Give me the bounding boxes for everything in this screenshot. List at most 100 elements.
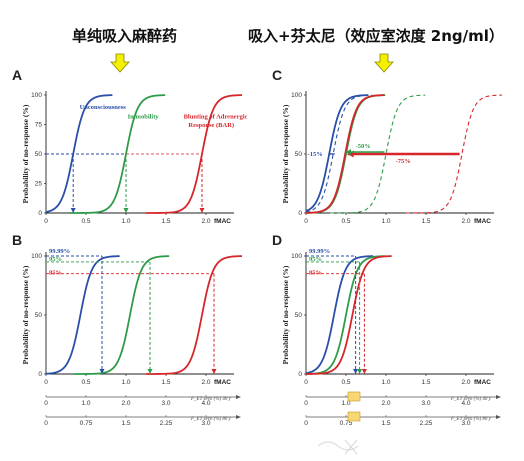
scale-arrowhead — [496, 395, 501, 399]
y-tick-label: 0 — [38, 371, 42, 378]
x-tick-label: 0.5 — [81, 379, 90, 386]
panel-letter-a: A — [12, 67, 22, 83]
x-tick-label: 2.0 — [461, 379, 470, 386]
bottom-scales-left: 0 1.0 2.0 3.0 4.0F_ET sevo (%) 40 y 0 0.75 1.5 2… — [44, 395, 241, 427]
scale-arrowhead — [496, 415, 501, 419]
x-tick-label: 1.5 — [421, 218, 430, 225]
drop-arrow-blue — [70, 208, 76, 213]
level-arrow-blue — [99, 369, 105, 374]
y-axis-title: Probability of no-response (%) — [21, 104, 30, 203]
y-axis-title: Probability of no-response (%) — [21, 265, 30, 364]
curve-green-dashed — [330, 94, 426, 214]
level-arrow-red — [211, 369, 217, 374]
scale-label: F_ET sevo (%) 40 y — [190, 397, 232, 402]
level-label-red: 85% — [49, 270, 62, 277]
panel-c-chart: 0 50 100 0 0.5 1.0 1.5 2.0 fMAC Probability of no… — [281, 91, 503, 225]
y-tick-label: 50 — [295, 151, 303, 158]
highlight-box — [347, 411, 361, 422]
scale-tick-label: 3.0 — [461, 420, 470, 427]
x-tick-label: 0.5 — [341, 218, 350, 225]
y-tick-label: 0 — [298, 371, 302, 378]
x-axis-label: fMAC — [214, 218, 231, 225]
drop-arrow-red — [199, 208, 205, 213]
curve-red — [306, 255, 392, 375]
level-arrow-red — [361, 369, 367, 374]
x-tick-label: 2.0 — [201, 379, 210, 386]
curve-blue — [45, 255, 120, 375]
y-tick-label: 50 — [295, 312, 303, 319]
curve-green — [70, 94, 166, 214]
x-tick-label: 1.0 — [121, 379, 130, 386]
scale-tick-label: 0 — [304, 420, 308, 427]
reduction-label-green: -50% — [356, 143, 371, 150]
y-axis-title: Probability of no-response (%) — [281, 265, 290, 364]
x-tick-label: 1.0 — [121, 218, 130, 225]
x-tick-label: 0 — [44, 379, 48, 386]
scale-tick-label: 3.0 — [161, 400, 170, 407]
y-tick-label: 100 — [31, 253, 42, 260]
level-label-blue: 99.99% — [49, 248, 70, 255]
scale-tick-label: 0 — [304, 400, 308, 407]
scale-tick-label: 2.25 — [420, 420, 433, 427]
x-tick-label: 0 — [304, 379, 308, 386]
scale-tick-label: 2.25 — [160, 420, 173, 427]
y-tick-label: 0 — [38, 210, 42, 217]
y-tick-label: 25 — [35, 181, 43, 188]
left-down-arrow-icon — [110, 53, 130, 73]
x-tick-label: 0 — [44, 218, 48, 225]
curve-blue — [305, 94, 369, 212]
y-axis-title: Probability of no-response (%) — [281, 104, 290, 203]
right-down-arrow-icon — [374, 53, 394, 73]
curve-red — [305, 94, 385, 214]
x-tick-label: 1.5 — [161, 218, 170, 225]
x-tick-label: 0.5 — [81, 218, 90, 225]
y-tick-label: 100 — [31, 92, 42, 99]
curve-blue — [305, 255, 374, 375]
heading-right: 吸入+芬太尼（效应室浓度 2ng/ml） — [248, 27, 504, 45]
x-axis-label: fMAC — [214, 379, 231, 386]
level-arrow-green — [357, 369, 363, 374]
scale-tick-label: 1.5 — [121, 420, 130, 427]
x-tick-label: 2.0 — [461, 218, 470, 225]
panel-letter-b: B — [12, 232, 22, 248]
scale-tick-label: 4.0 — [201, 400, 210, 407]
drop-arrow-green — [123, 208, 129, 213]
y-tick-label: 100 — [291, 92, 302, 99]
level-label-green: 95% — [309, 256, 322, 263]
scale-tick-label: 2.0 — [381, 400, 390, 407]
curve-red-dashed — [406, 94, 503, 214]
level-label-green: 95% — [49, 256, 62, 263]
watermark — [317, 439, 359, 455]
panel-letter-c: C — [272, 67, 282, 83]
panel-b-chart: 0 50 100 0 0.5 1.0 1.5 2.0 fMAC Probability of no… — [21, 248, 243, 386]
y-tick-label: 50 — [35, 312, 43, 319]
panel-letter-d: D — [272, 232, 282, 248]
panel-d-chart: 0 50 100 0 0.5 1.0 1.5 2.0 fMAC Probability of no… — [281, 248, 494, 386]
reduction-label-red: -75% — [396, 158, 411, 165]
x-tick-label: 0.5 — [341, 379, 350, 386]
scale-tick-label: 0.75 — [340, 420, 353, 427]
y-tick-label: 100 — [291, 253, 302, 260]
curve-red — [146, 94, 243, 214]
label-immobility: Immobility — [128, 114, 160, 121]
y-tick-label: 0 — [298, 210, 302, 217]
heading-left: 单纯吸入麻醉药 — [72, 27, 177, 45]
scale-tick-label: 3.0 — [201, 420, 210, 427]
x-tick-label: 1.0 — [381, 218, 390, 225]
level-arrow-blue — [353, 369, 359, 374]
scale-label: F_ET sevo (%) 80 y — [190, 417, 232, 422]
bottom-scales-right: 0 1.0 2.0 3.0 4.0F_ET sevo (%) 40 y 0 0.75 1.5 2… — [304, 391, 501, 427]
x-axis-label: fMAC — [474, 379, 491, 386]
scale-label: F_ET sevo (%) 40 y — [450, 397, 492, 402]
scale-label: F_ET sevo (%) 80 y — [450, 417, 492, 422]
scale-tick-label: 4.0 — [461, 400, 470, 407]
scale-tick-label: 0 — [44, 400, 48, 407]
y-tick-label: 50 — [35, 151, 43, 158]
curve-red — [146, 255, 243, 375]
x-tick-label: 0 — [304, 218, 308, 225]
level-label-blue: 99.99% — [309, 248, 330, 255]
highlight-box — [347, 391, 361, 402]
scale-tick-label: 2.0 — [121, 400, 130, 407]
reduction-arrowhead-green — [346, 149, 351, 155]
